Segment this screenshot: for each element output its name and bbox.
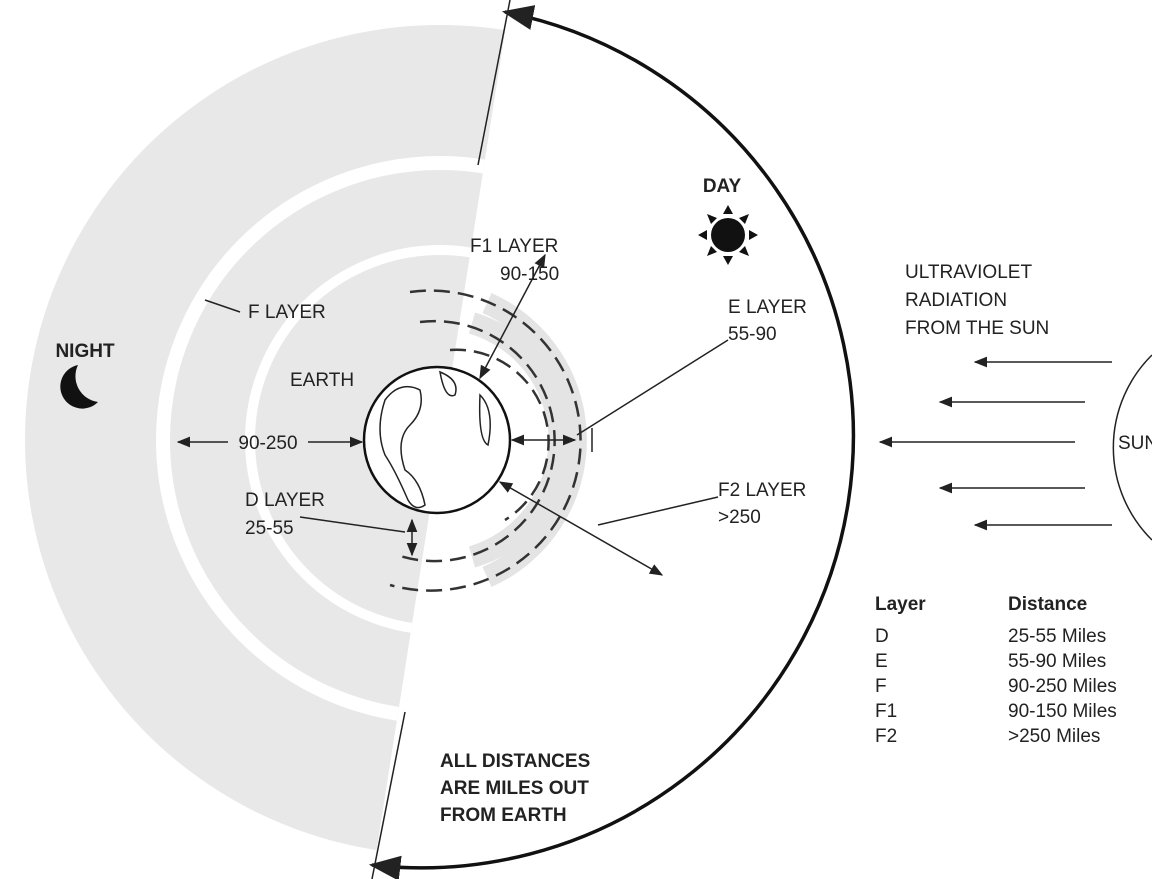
table-cell: F [875,676,887,697]
uv-arrows [878,356,1112,531]
layer-range: 25-55 [245,518,294,539]
table-cell: 25-55 Miles [1008,626,1106,647]
layer-name: F LAYER [248,302,326,323]
layer-name: F1 LAYER [470,236,558,257]
layer-name: E LAYER [728,297,807,318]
night-label: NIGHT [55,341,115,362]
moon-icon [60,365,98,409]
earth [362,365,512,515]
note: ALL DISTANCES [440,751,590,772]
layer-name: D LAYER [245,490,325,511]
radiation-text: ULTRAVIOLET [905,262,1032,283]
table-rows: D 25-55 Miles E 55-90 Miles F 90-250 Miles F1 9… [875,626,1117,747]
table-cell: D [875,626,889,647]
day-label: DAY [703,176,742,197]
sun-icon [698,205,758,265]
table-cell: F2 [875,726,897,747]
note: FROM EARTH [440,805,567,826]
earth-label: EARTH [290,370,354,391]
radiation-text: RADIATION [905,290,1007,311]
day-arc [368,5,856,879]
note: ARE MILES OUT [440,778,589,799]
layer-range: 90-250 [238,433,297,454]
sun-edge [1112,354,1152,541]
table-cell: E [875,651,888,672]
table-cell: >250 Miles [1008,726,1100,747]
layer-range: 55-90 [728,324,777,345]
table-header: Layer [875,594,926,615]
table-cell: 90-250 Miles [1008,676,1117,697]
layer-range: 90-150 [500,264,559,285]
table-header: Distance [1008,594,1087,615]
pointers [176,253,729,576]
table-cell: F1 [875,701,897,722]
radiation-text: FROM THE SUN [905,318,1049,339]
table-cell: 90-150 Miles [1008,701,1117,722]
layer-range: >250 [718,507,761,528]
sun-label: SUN [1118,433,1152,454]
table-cell: 55-90 Miles [1008,651,1106,672]
layer-name: F2 LAYER [718,480,806,501]
